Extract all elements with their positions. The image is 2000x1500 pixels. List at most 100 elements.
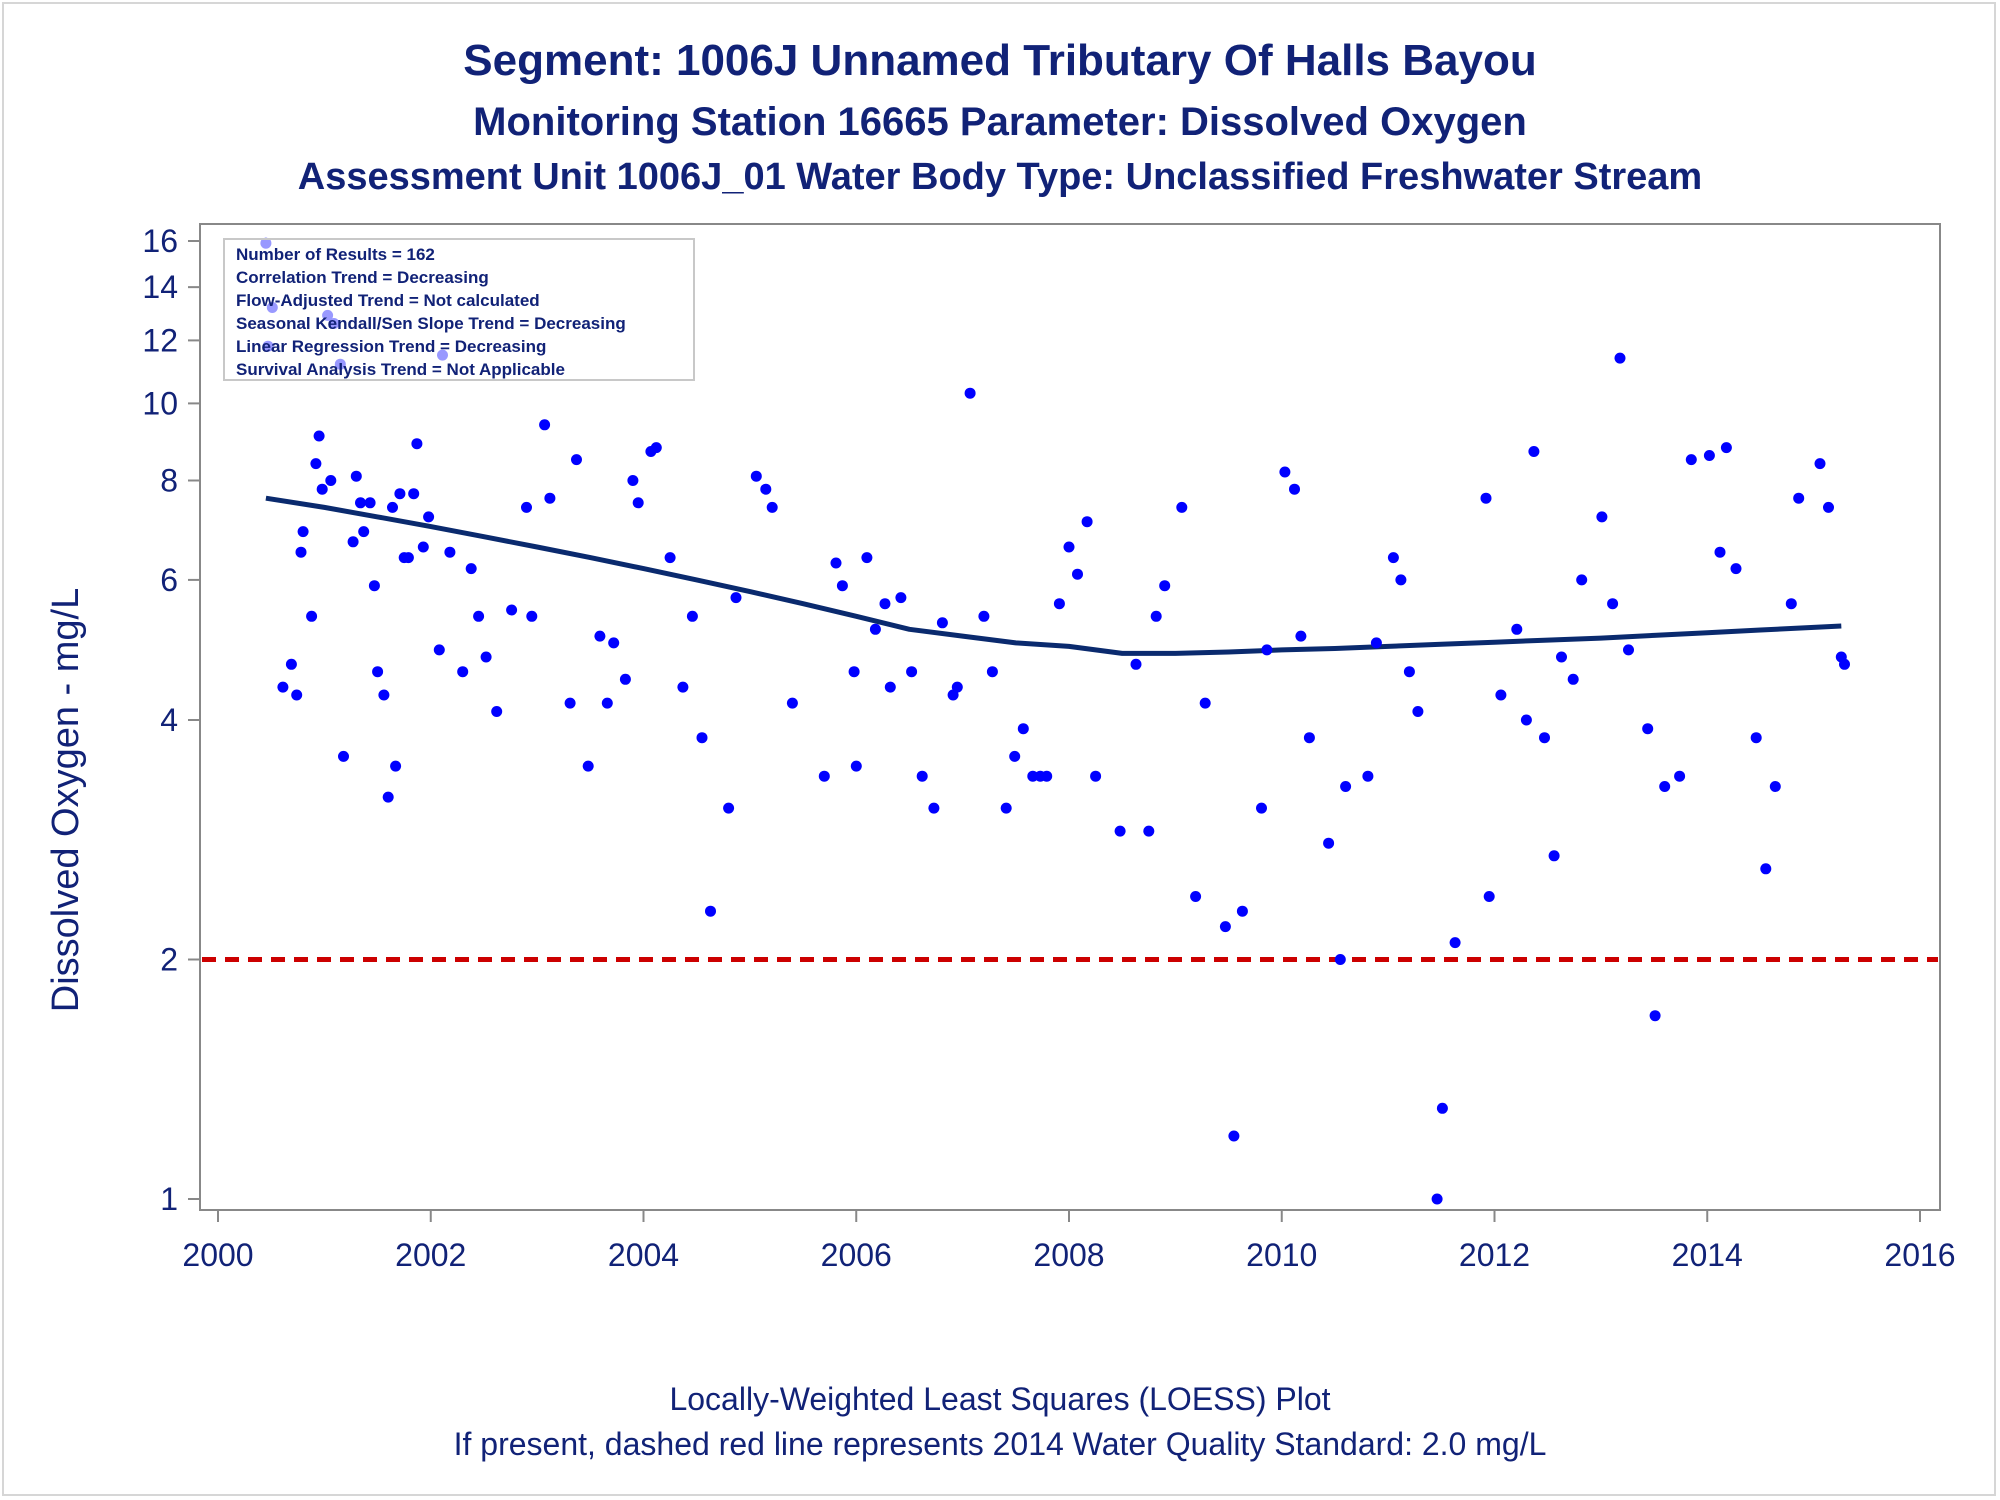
data-point (906, 666, 918, 678)
data-point (879, 598, 891, 610)
data-point (1150, 610, 1162, 622)
data-point (1674, 770, 1686, 782)
data-point (1614, 352, 1626, 364)
data-point (608, 637, 620, 649)
footnote-standard: If present, dashed red line represents 2… (453, 1426, 1547, 1462)
y-tick-label: 6 (160, 562, 178, 598)
data-point (619, 673, 631, 685)
data-point (444, 546, 456, 558)
data-point (1785, 598, 1797, 610)
loess-line (265, 495, 1842, 656)
data-point (1190, 891, 1202, 902)
data-point (818, 770, 830, 782)
data-point (869, 623, 881, 635)
data-point (1528, 446, 1540, 457)
data-point (1814, 458, 1826, 470)
data-point (1176, 501, 1188, 513)
data-point (986, 666, 998, 678)
data-point (411, 438, 423, 450)
data-point (506, 604, 518, 616)
data-point (884, 681, 896, 693)
y-tick-label: 4 (160, 702, 178, 738)
data-point (480, 651, 492, 663)
data-point (760, 483, 772, 495)
data-point (951, 681, 963, 693)
data-point (1072, 568, 1083, 580)
data-point (1714, 546, 1726, 558)
data-point (1720, 442, 1732, 454)
data-point (1395, 574, 1407, 586)
data-point (861, 552, 873, 564)
data-point (291, 689, 303, 701)
data-point (358, 526, 370, 538)
data-point (1760, 863, 1772, 875)
data-point (1520, 714, 1532, 726)
footnote-loess: Locally-Weighted Least Squares (LOESS) P… (669, 1381, 1331, 1417)
data-point (382, 791, 394, 803)
data-point (1511, 623, 1523, 635)
data-point (1548, 850, 1560, 862)
data-point (1114, 825, 1126, 837)
stats-line: Seasonal Kendall/Sen Slope Trend = Decre… (236, 314, 626, 333)
data-point (964, 387, 976, 399)
data-point (1623, 644, 1634, 656)
y-tick-label: 16 (142, 223, 178, 259)
y-tick-label: 8 (160, 463, 178, 499)
data-point (1730, 563, 1742, 575)
data-point (1659, 781, 1671, 792)
data-point (539, 419, 551, 431)
data-point (285, 658, 297, 670)
data-point (750, 470, 762, 482)
y-tick-label: 1 (160, 1181, 178, 1217)
data-point (686, 610, 698, 622)
data-point (786, 697, 798, 709)
x-tick-label: 2016 (1884, 1237, 1955, 1273)
data-point (1539, 732, 1550, 744)
stats-line: Linear Regression Trend = Decreasing (236, 337, 546, 356)
stats-line: Number of Results = 162 (236, 245, 435, 264)
data-point (521, 501, 532, 513)
data-point (696, 732, 708, 744)
y-axis-label: Dissolved Oxygen - mg/L (45, 588, 87, 1013)
x-tick-label: 2000 (182, 1237, 253, 1273)
x-tick-label: 2004 (608, 1237, 679, 1273)
data-point (1370, 637, 1382, 649)
data-point (1256, 802, 1267, 814)
data-point (1295, 630, 1307, 642)
data-point (1649, 1010, 1661, 1022)
data-point (582, 760, 594, 772)
data-point (650, 442, 662, 454)
data-point (594, 630, 606, 642)
data-point (1159, 580, 1171, 592)
y-tick-label: 12 (142, 322, 178, 358)
data-point (1289, 483, 1300, 495)
data-point (1793, 492, 1805, 504)
data-point (313, 430, 325, 442)
data-point (830, 557, 842, 569)
data-point (766, 501, 778, 513)
data-point (1219, 921, 1231, 933)
data-point (895, 592, 907, 604)
x-tick-label: 2010 (1246, 1237, 1317, 1273)
data-point (1279, 466, 1291, 478)
chart-subtitle: Monitoring Station 16665 Parameter: Diss… (473, 100, 1527, 144)
data-point (564, 697, 576, 709)
data-point (1063, 541, 1075, 553)
data-point (325, 475, 337, 486)
data-point (387, 501, 398, 513)
data-point (402, 552, 414, 564)
stats-line: Flow-Adjusted Trend = Not calculated (236, 291, 540, 310)
data-point (1483, 891, 1495, 902)
data-point (1495, 689, 1507, 701)
x-tick-label: 2002 (395, 1237, 466, 1273)
stats-box-border (223, 238, 695, 381)
data-point (544, 492, 556, 504)
data-point (295, 546, 307, 558)
data-point (1750, 732, 1762, 744)
data-point (491, 706, 503, 717)
data-point (394, 488, 406, 500)
data-point (1403, 666, 1415, 678)
data-point (1041, 770, 1053, 782)
axes: 2000 2002 2004 2006 2008 2010 2012 2014 20161246… (142, 223, 1956, 1273)
